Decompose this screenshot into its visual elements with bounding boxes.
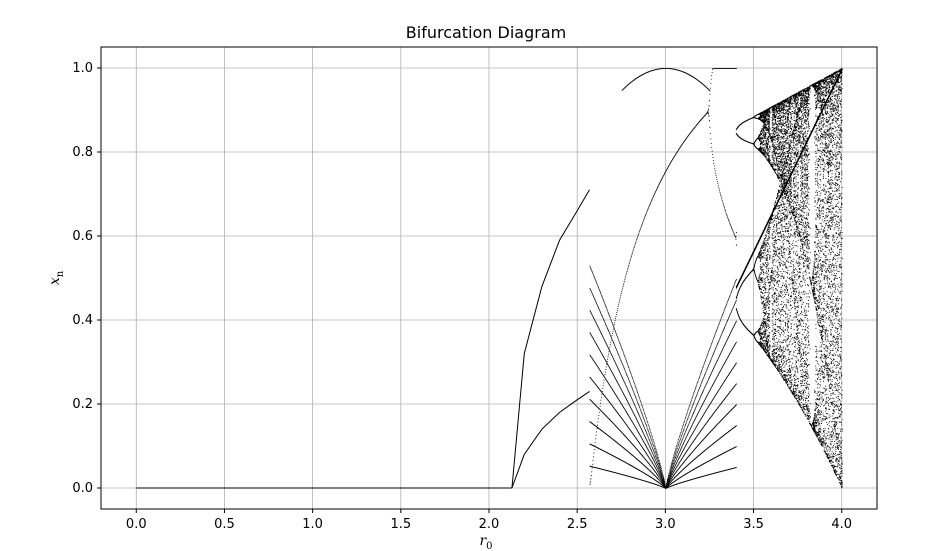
upper-branch: [511, 189, 590, 489]
x-tick-label: 3.0: [655, 517, 676, 532]
x-tick-label: 0.5: [214, 517, 235, 532]
x-axis-label: r0: [479, 533, 492, 551]
y-tick-label: 0.4: [72, 313, 93, 328]
x-tick-label: 4.0: [831, 517, 852, 532]
x-tick-label: 0.0: [126, 517, 147, 532]
x-tick-label: 2.5: [567, 517, 588, 532]
x-tick-label: 1.5: [390, 517, 411, 532]
x-tick-label: 2.0: [479, 517, 500, 532]
chart-title: Bifurcation Diagram: [406, 23, 566, 42]
y-tick-label: 0.6: [72, 229, 93, 244]
grid-lines: [101, 47, 877, 509]
lower-branch: [511, 390, 590, 489]
x-axis-ticks: 0.0 0.5 1.0 1.5 2.0 2.5 3.0 3.5 4.0: [126, 509, 852, 532]
y-axis-ticks: 0.0 0.2 0.4 0.6 0.8 1.0: [72, 61, 101, 496]
y-axis-label: xn: [47, 270, 66, 285]
scatter-points: [589, 68, 843, 489]
data-points: [136, 68, 843, 489]
y-tick-label: 0.2: [72, 397, 93, 412]
y-tick-label: 0.8: [72, 145, 93, 160]
y-tick-label: 0.0: [72, 481, 93, 496]
y-tick-label: 1.0: [72, 61, 93, 76]
x-tick-label: 3.5: [743, 517, 764, 532]
x-tick-label: 1.0: [302, 517, 323, 532]
